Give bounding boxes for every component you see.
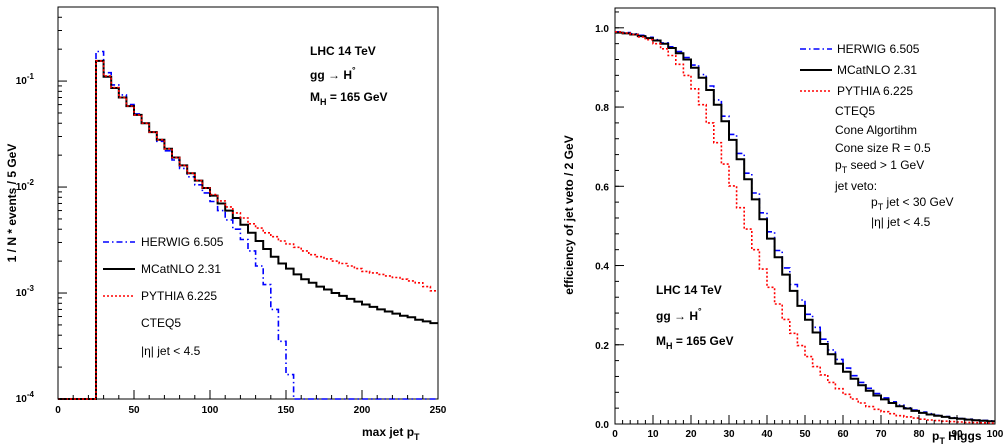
left-lhc-label: LHC 14 TeV bbox=[310, 44, 376, 58]
left-series-group bbox=[58, 50, 438, 400]
left-x-tick-label: 0 bbox=[55, 405, 61, 416]
right-cone-algorithm-label: Cone Algortihm bbox=[835, 123, 917, 137]
right-x-tick-label: 100 bbox=[987, 429, 1004, 440]
left-x-tick-label: 150 bbox=[278, 405, 295, 416]
right-x-tick-label: 60 bbox=[837, 429, 849, 440]
right-x-tick-label: 40 bbox=[761, 429, 773, 440]
right-legend-label-herwig: HERWIG 6.505 bbox=[837, 42, 920, 56]
right-y-tick-label: 1.0 bbox=[595, 24, 609, 35]
right-y-axis-label: efficiency of jet veto / 2 GeV bbox=[562, 135, 576, 294]
right-x-tick-label: 10 bbox=[647, 429, 659, 440]
right-x-tick-label: 20 bbox=[685, 429, 697, 440]
left-series-line-2 bbox=[58, 60, 438, 400]
left-legend: HERWIG 6.505 MCatNLO 2.31 PYTHIA 6.225 C… bbox=[103, 235, 224, 358]
right-y-tick-label: 0.0 bbox=[595, 420, 609, 431]
left-x-tick-label: 250 bbox=[430, 405, 447, 416]
left-eta-cut-label: |η| jet < 4.5 bbox=[141, 344, 201, 358]
left-x-ticks: 0 50 100 150 200 250 bbox=[55, 390, 447, 416]
right-jet-veto-label: jet veto: bbox=[834, 179, 877, 193]
left-y-axis-label: 1 / N * events / 5 GeV bbox=[5, 144, 19, 263]
left-x-tick-label: 100 bbox=[202, 405, 219, 416]
right-series-line-2 bbox=[615, 31, 995, 424]
right-x-tick-label: 70 bbox=[875, 429, 887, 440]
left-series-line-0 bbox=[58, 50, 438, 400]
right-veto-eta-label: |η| jet < 4.5 bbox=[871, 215, 931, 229]
right-legend-label-mcatnlo: MCatNLO 2.31 bbox=[837, 63, 917, 77]
right-x-tick-label: 30 bbox=[723, 429, 735, 440]
right-process-label: gg → H° bbox=[656, 306, 702, 323]
left-x-tick-label: 200 bbox=[354, 405, 371, 416]
right-series-line-1 bbox=[615, 31, 995, 423]
right-pdf-label: CTEQ5 bbox=[835, 104, 875, 118]
left-series-line-1 bbox=[58, 59, 438, 400]
left-mass-label: MH = 165 GeV bbox=[310, 90, 388, 107]
left-y-tick-label: 10-4 bbox=[16, 390, 35, 405]
right-y-tick-label: 0.6 bbox=[595, 182, 609, 193]
right-x-tick-label: 50 bbox=[799, 429, 811, 440]
left-y-tick-label: 10-2 bbox=[16, 178, 35, 193]
right-y-tick-label: 0.4 bbox=[595, 262, 609, 273]
left-pdf-label: CTEQ5 bbox=[141, 316, 181, 330]
right-x-tick-label: 90 bbox=[951, 429, 963, 440]
left-process-label: gg → H° bbox=[310, 65, 356, 82]
right-cone-size-label: Cone size R = 0.5 bbox=[835, 141, 931, 155]
right-veto-pt-label: pT jet < 30 GeV bbox=[871, 195, 954, 212]
right-y-ticks: 0.0 0.2 0.4 0.6 0.8 1.0 bbox=[595, 11, 624, 431]
right-x-ticks: 0 10 20 30 40 50 60 70 80 90 100 bbox=[612, 415, 1004, 440]
left-y-tick-label: 10-1 bbox=[16, 72, 35, 87]
right-lhc-label: LHC 14 TeV bbox=[656, 283, 722, 297]
right-y-tick-label: 0.8 bbox=[595, 103, 609, 114]
left-legend-label-herwig: HERWIG 6.505 bbox=[141, 235, 224, 249]
right-x-axis-label: pT Higgs bbox=[932, 429, 982, 446]
right-legend: HERWIG 6.505 MCatNLO 2.31 PYTHIA 6.225 bbox=[800, 42, 920, 98]
right-x-tick-label: 0 bbox=[612, 429, 618, 440]
right-mass-label: MH = 165 GeV bbox=[656, 334, 734, 351]
left-y-ticks: 10-1 10-2 10-3 10-4 bbox=[16, 6, 67, 405]
left-x-axis-label: max jet pT bbox=[362, 425, 420, 442]
right-y-tick-label: 0.2 bbox=[595, 341, 609, 352]
right-series-line-0 bbox=[615, 31, 995, 422]
left-legend-label-mcatnlo: MCatNLO 2.31 bbox=[141, 262, 221, 276]
right-chart: 0 10 20 30 40 50 60 70 80 90 100 0.0 0.2 0.4 0.6 0.8 1.… bbox=[562, 7, 1004, 446]
left-plot-frame bbox=[57, 6, 439, 400]
right-series-group bbox=[615, 31, 995, 424]
left-chart: 0 50 100 150 200 250 10-1 10-2 10-3 10-4 max jet… bbox=[5, 6, 447, 442]
right-legend-label-pythia: PYTHIA 6.225 bbox=[837, 84, 913, 98]
left-x-tick-label: 50 bbox=[128, 405, 140, 416]
left-legend-label-pythia: PYTHIA 6.225 bbox=[141, 289, 217, 303]
right-x-tick-label: 80 bbox=[913, 429, 925, 440]
right-seed-label: pT seed > 1 GeV bbox=[835, 158, 924, 175]
left-y-tick-label: 10-3 bbox=[16, 284, 35, 299]
